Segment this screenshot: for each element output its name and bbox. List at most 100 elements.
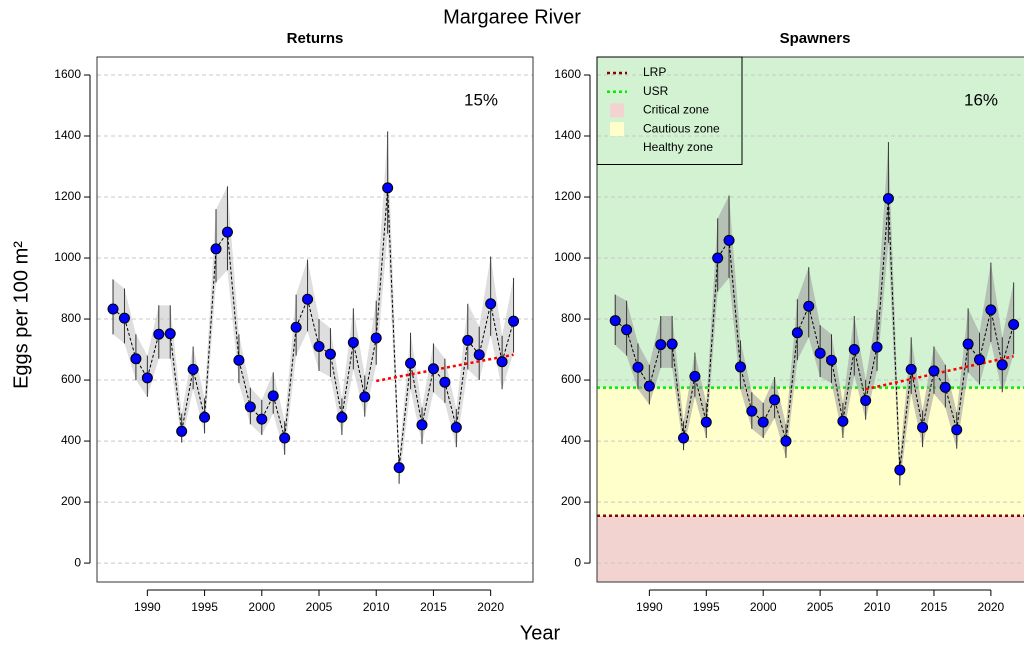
data-point [427, 363, 439, 375]
data-line [112, 187, 515, 468]
data-point [621, 324, 633, 336]
data-point [153, 328, 165, 340]
data-point [894, 464, 906, 476]
x-tick-label: 2010 [363, 600, 390, 614]
data-point [837, 415, 849, 427]
y-tick-label: 1600 [554, 67, 581, 81]
data-point [678, 432, 690, 444]
x-tick-label: 2015 [420, 600, 447, 614]
data-point [244, 401, 256, 413]
data-point [462, 334, 474, 346]
data-point [302, 293, 314, 305]
data-point [791, 327, 803, 339]
y-tick-label: 800 [61, 311, 81, 325]
data-point [734, 361, 746, 373]
y-tick-label: 1000 [54, 250, 81, 264]
data-point [336, 411, 348, 423]
data-point [655, 339, 667, 351]
data-point [928, 365, 940, 377]
data-point [996, 359, 1008, 371]
trend-line [375, 353, 514, 383]
y-tick-label: 0 [574, 555, 581, 569]
annotation: 15% [464, 90, 498, 109]
data-point [939, 381, 951, 393]
y-tick-label: 1400 [554, 128, 581, 142]
data-point [746, 405, 758, 417]
data-point [1008, 319, 1020, 331]
annotation: 16% [964, 90, 998, 109]
data-point [814, 347, 826, 359]
data-point [267, 390, 279, 402]
data-point [416, 419, 428, 431]
data-point [917, 421, 929, 433]
y-tick-label: 400 [561, 433, 581, 447]
data-point [118, 312, 130, 324]
confidence-band [615, 142, 1014, 486]
y-tick-label: 1400 [54, 128, 81, 142]
data-point [382, 182, 394, 194]
data-point [176, 425, 188, 437]
plot-frame [96, 56, 534, 583]
x-tick-label: 2010 [864, 600, 891, 614]
data-point [199, 411, 211, 423]
zone [597, 515, 1024, 582]
legend-box [596, 56, 743, 165]
data-point [221, 226, 233, 238]
data-point [826, 354, 838, 366]
data-point [905, 363, 917, 375]
legend-swatch [610, 103, 624, 118]
y-tick-label: 1600 [54, 67, 81, 81]
data-point [233, 354, 245, 366]
data-point [508, 315, 520, 327]
panel-title: Returns [287, 30, 344, 47]
legend-label: USR [643, 84, 669, 98]
legend-label: LRP [643, 65, 666, 79]
y-tick-label: 200 [561, 494, 581, 508]
data-point [757, 416, 769, 428]
data-point [632, 361, 644, 373]
plot-area [97, 74, 533, 564]
data-point [290, 321, 302, 333]
y-tick-label: 1200 [54, 189, 81, 203]
legend-swatch [610, 122, 624, 137]
legend-label: Critical zone [643, 103, 709, 117]
x-tick-label: 1990 [636, 600, 663, 614]
y-tick-label: 800 [561, 311, 581, 325]
data-point [347, 337, 359, 349]
data-point [359, 391, 371, 403]
data-point [130, 353, 142, 365]
x-tick-label: 1990 [134, 600, 161, 614]
data-point [951, 424, 963, 436]
data-point [985, 304, 997, 316]
y-tick-label: 1000 [554, 250, 581, 264]
confidence-band [113, 131, 514, 484]
x-tick-label: 2005 [306, 600, 333, 614]
data-point [871, 341, 883, 353]
legend-swatch [610, 140, 624, 155]
y-axis-label: Eggs per 100 m² [10, 241, 32, 389]
y-tick-label: 600 [561, 372, 581, 386]
panel-title: Spawners [780, 30, 851, 47]
data-point [439, 376, 451, 388]
data-point [496, 356, 508, 368]
y-tick-label: 600 [61, 372, 81, 386]
legend-label: Cautious zone [643, 121, 720, 135]
data-point [860, 394, 872, 406]
y-tick-label: 200 [61, 494, 81, 508]
x-tick-label: 2015 [921, 600, 948, 614]
data-point [973, 354, 985, 366]
data-point [370, 332, 382, 344]
y-tick-label: 400 [61, 433, 81, 447]
data-point [689, 370, 701, 382]
x-tick-label: 2020 [978, 600, 1005, 614]
data-point [723, 234, 735, 246]
data-point [256, 413, 268, 425]
data-point [279, 432, 291, 444]
data-point [712, 252, 724, 264]
x-tick-label: 2000 [750, 600, 777, 614]
data-point [803, 300, 815, 312]
data-point [609, 315, 621, 327]
data-point [141, 372, 153, 384]
x-tick-label: 1995 [693, 600, 720, 614]
